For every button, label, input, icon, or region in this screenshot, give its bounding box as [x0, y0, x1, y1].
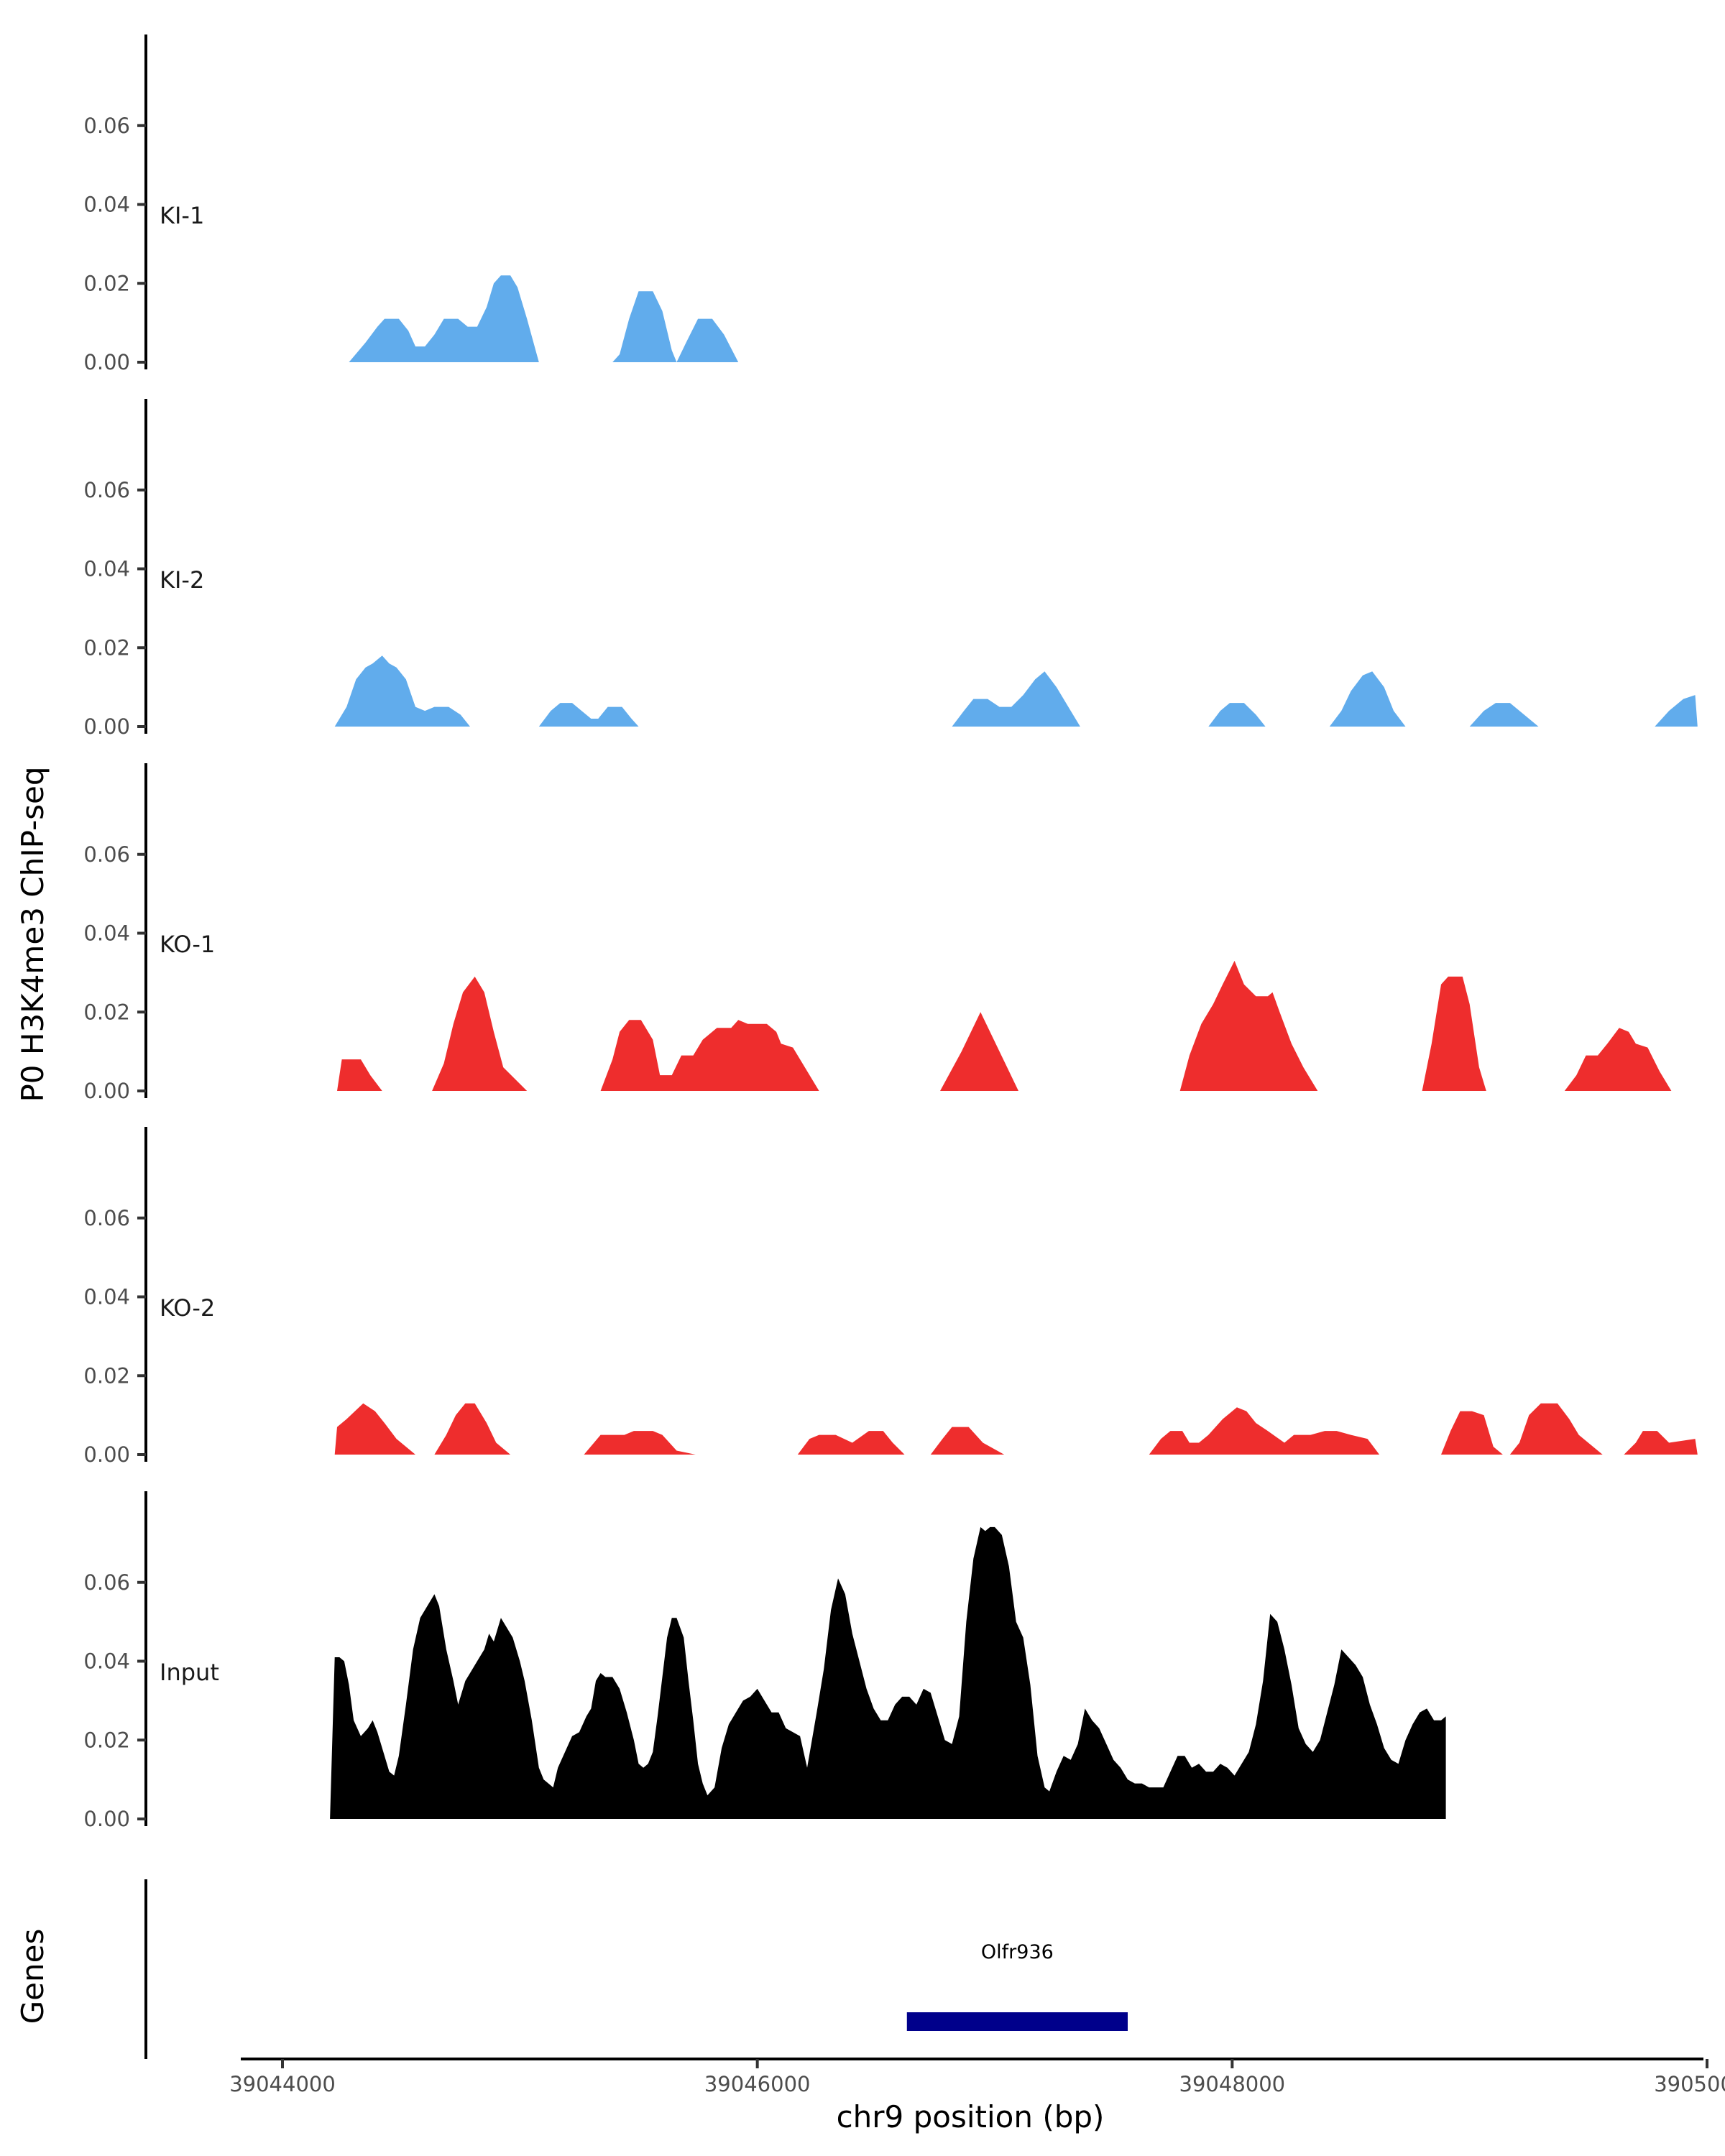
gene-panel: Olfr936 — [144, 1879, 1128, 2059]
signal-area — [1179, 960, 1318, 1091]
x-tick-label: 39048000 — [1179, 2072, 1286, 2096]
y-tick-label: 0.04 — [83, 193, 130, 217]
y-tick-label: 0.00 — [83, 1079, 130, 1103]
signal-area — [940, 1012, 1018, 1091]
y-tick-label: 0.06 — [83, 478, 130, 502]
y-tick-label: 0.04 — [83, 557, 130, 581]
track-ki-2: 0.00 0.02 0.04 0.06 KI-2 — [83, 399, 1698, 739]
y-tick-label: 0.04 — [83, 921, 130, 946]
track-label: Input — [160, 1659, 219, 1686]
signal-area — [1441, 1411, 1503, 1455]
y-tick-label: 0.06 — [83, 1206, 130, 1230]
y-tick-label: 0.06 — [83, 114, 130, 138]
x-axis-title: chr9 position (bp) — [837, 2099, 1105, 2134]
signal-area — [337, 1059, 382, 1091]
x-tick-label: 39046000 — [704, 2072, 811, 2096]
signal-area — [612, 291, 739, 362]
track-label: KO-1 — [160, 931, 215, 958]
y-tick-label: 0.00 — [83, 350, 130, 374]
x-axis: 39044000 39046000 39048000 39050000 — [229, 2058, 1725, 2096]
signal-area — [434, 1403, 511, 1455]
y-tick-label: 0.02 — [83, 635, 130, 660]
y-tick-label: 0.06 — [83, 842, 130, 867]
y-tick-label: 0.04 — [83, 1285, 130, 1309]
track-ko-1: 0.00 0.02 0.04 0.06 KO-1 — [83, 763, 1672, 1103]
track-panels: 0.00 0.02 0.04 0.06 KI-1 0.00 0.02 0.04 0.06 KI-2… — [83, 34, 1698, 1831]
track-label: KI-2 — [160, 566, 204, 594]
signal-area — [330, 1526, 1446, 1819]
x-tick-label: 39044000 — [229, 2072, 336, 2096]
signal-area — [1208, 703, 1266, 727]
y-tick-label: 0.02 — [83, 1000, 130, 1024]
signal-area — [334, 655, 470, 727]
signal-area — [584, 1431, 696, 1455]
signal-area — [797, 1431, 905, 1455]
gene-track-title: Genes — [15, 1929, 50, 2024]
signal-area — [600, 1020, 819, 1091]
x-tick-label: 39050000 — [1654, 2072, 1725, 2096]
gene-bar — [906, 2012, 1128, 2031]
signal-area — [1509, 1403, 1603, 1455]
signal-area — [1422, 976, 1486, 1091]
signal-area — [1149, 1407, 1380, 1455]
track-ko-2: 0.00 0.02 0.04 0.06 KO-2 — [83, 1127, 1698, 1467]
gene-label: Olfr936 — [981, 1941, 1054, 1963]
track-ki-1: 0.00 0.02 0.04 0.06 KI-1 — [83, 34, 739, 374]
track-label: KO-2 — [160, 1294, 215, 1322]
y-tick-label: 0.02 — [83, 271, 130, 295]
signal-area — [538, 703, 639, 727]
signal-area — [1564, 1028, 1672, 1091]
y-tick-label: 0.00 — [83, 714, 130, 739]
signal-area — [952, 671, 1080, 727]
track-label: KI-1 — [160, 202, 204, 229]
y-tick-label: 0.00 — [83, 1442, 130, 1467]
y-tick-label: 0.00 — [83, 1807, 130, 1831]
signal-area — [1655, 695, 1698, 727]
signal-area — [930, 1427, 1005, 1455]
y-tick-label: 0.04 — [83, 1649, 130, 1674]
y-tick-label: 0.02 — [83, 1363, 130, 1388]
signal-area — [334, 1403, 415, 1455]
y-tick-label: 0.02 — [83, 1728, 130, 1752]
signal-area — [1469, 703, 1539, 727]
y-axis-title: P0 H3K4me3 ChIP-seq — [15, 766, 50, 1102]
track-input: 0.00 0.02 0.04 0.06 Input — [83, 1491, 1446, 1831]
signal-area — [1624, 1431, 1698, 1455]
signal-area — [349, 275, 539, 362]
signal-area — [432, 976, 528, 1091]
signal-area — [1329, 671, 1406, 727]
y-tick-label: 0.06 — [83, 1570, 130, 1595]
